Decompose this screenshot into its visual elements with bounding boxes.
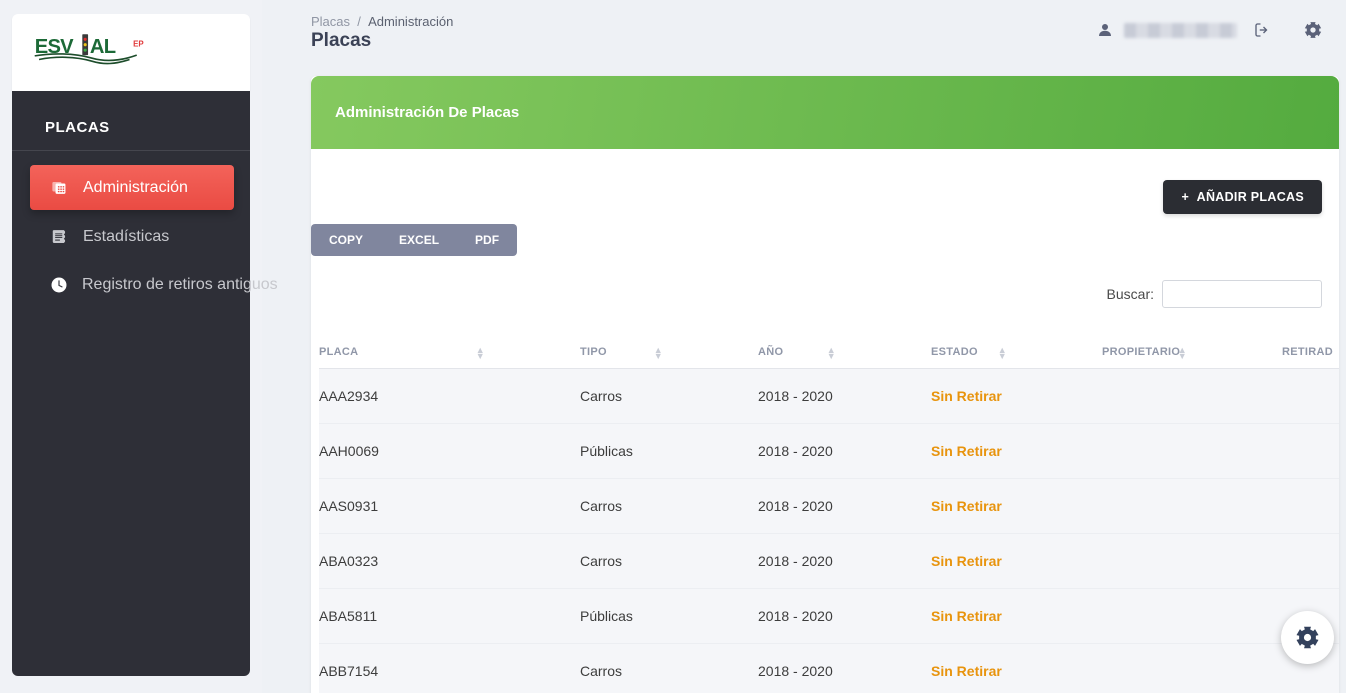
svg-text:AL: AL	[90, 36, 116, 58]
svg-text:EP: EP	[133, 39, 144, 48]
